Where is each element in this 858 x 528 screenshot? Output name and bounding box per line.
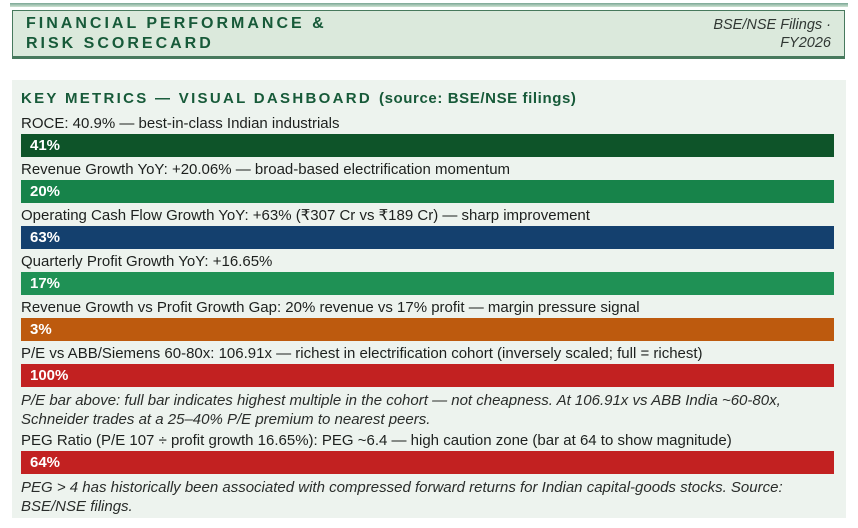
metric-label-peg-ratio: PEG Ratio (P/E 107 ÷ profit growth 16.65…: [21, 432, 732, 449]
top-divider-rule: [10, 3, 848, 7]
note-peg-caution: PEG > 4 has historically been associated…: [21, 479, 783, 515]
metric-label-roce: ROCE: 40.9% — best-in-class Indian indus…: [21, 115, 340, 132]
metric-bar-pe-cohort: 100%: [21, 364, 834, 387]
metric-bar-growth-gap: 3%: [21, 318, 834, 341]
metric-label-growth-gap: Revenue Growth vs Profit Growth Gap: 20%…: [21, 299, 640, 316]
metric-bar-revenue-growth: 20%: [21, 180, 834, 203]
metric-bar-roce: 41%: [21, 134, 834, 157]
metric-bar-peg-ratio: 64%: [21, 451, 834, 474]
panel-heading-main: KEY METRICS — VISUAL DASHBOARD: [21, 90, 372, 107]
metric-bar-ocf-growth: 63%: [21, 226, 834, 249]
scorecard-title-line2: RISK SCORECARD: [26, 34, 214, 52]
metric-label-quarterly-profit: Quarterly Profit Growth YoY: +16.65%: [21, 253, 273, 270]
scorecard-header-banner: FINANCIAL PERFORMANCE & RISK SCORECARD B…: [12, 10, 845, 59]
panel-heading: KEY METRICS — VISUAL DASHBOARD (source: B…: [21, 90, 835, 107]
metric-label-pe-cohort: P/E vs ABB/Siemens 60-80x: 106.91x — ric…: [21, 345, 703, 362]
metric-label-revenue-growth: Revenue Growth YoY: +20.06% — broad-base…: [21, 161, 511, 178]
note-pe-premium: P/E bar above: full bar indicates highes…: [21, 392, 781, 428]
metric-bar-quarterly-profit: 17%: [21, 272, 834, 295]
scorecard-title: FINANCIAL PERFORMANCE & RISK SCORECARD: [26, 14, 327, 54]
scorecard-source-line1: BSE/NSE Filings ·: [713, 16, 831, 33]
key-metrics-panel: KEY METRICS — VISUAL DASHBOARD (source: B…: [12, 80, 846, 518]
panel-heading-source: (source: BSE/NSE filings): [378, 90, 577, 107]
scorecard-source-meta: BSE/NSE Filings · FY2026: [713, 16, 831, 52]
metric-label-ocf-growth: Operating Cash Flow Growth YoY: +63% (₹3…: [21, 207, 590, 224]
scorecard-title-line1: FINANCIAL PERFORMANCE &: [26, 14, 327, 32]
scorecard-source-line2: FY2026: [780, 34, 831, 51]
